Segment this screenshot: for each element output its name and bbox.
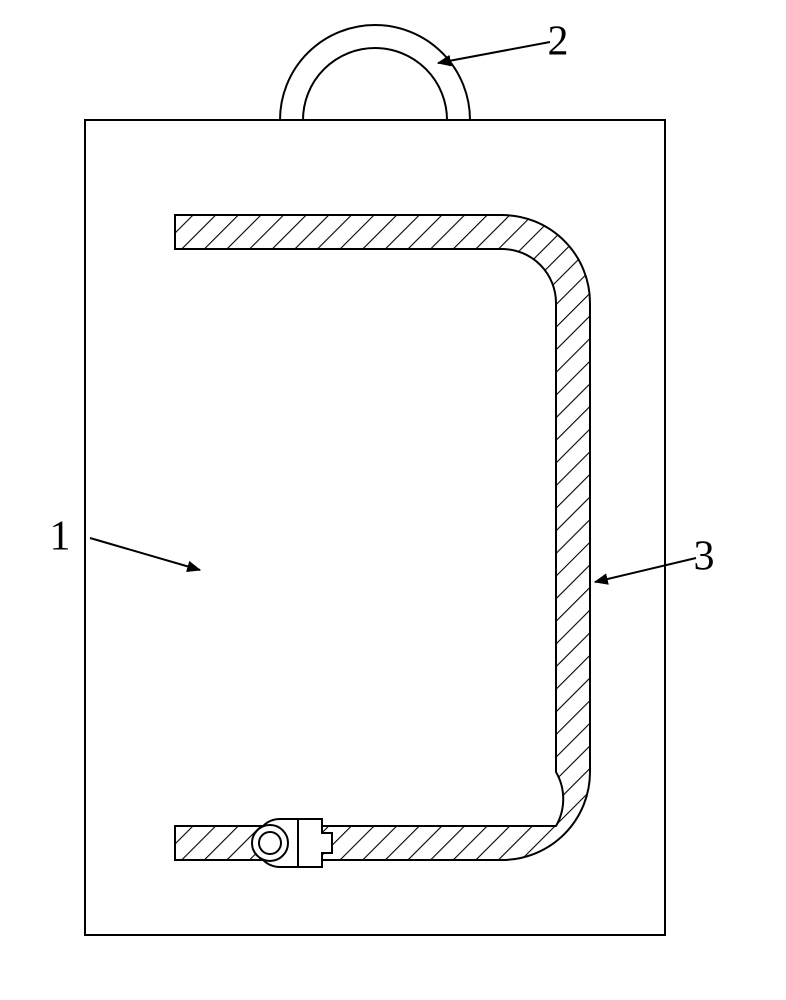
diagram-canvas: 1 2 3 [0,0,786,1000]
zipper-pull [252,819,332,867]
handle-ring [280,25,470,120]
label-3-text: 3 [694,534,715,580]
label-2-text: 2 [548,19,569,65]
label-1-text: 1 [50,514,71,560]
label-2: 2 [438,19,569,65]
